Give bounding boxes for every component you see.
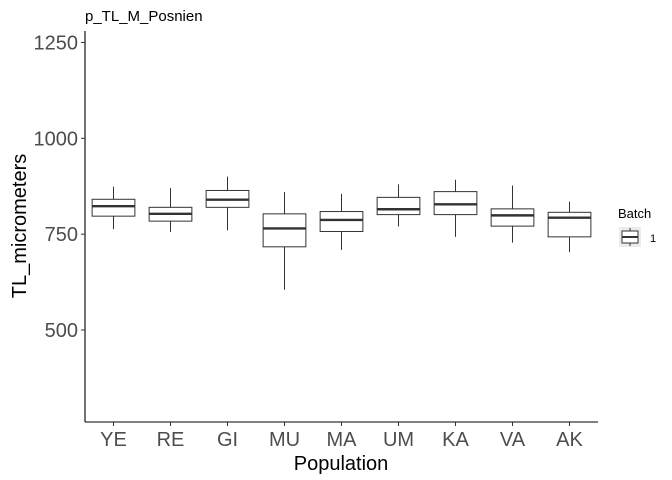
- box-ye: [91, 186, 136, 230]
- box-mu: [262, 192, 307, 290]
- x-tick-label: MU: [269, 429, 300, 451]
- plot-area: [91, 176, 592, 290]
- box-um: [376, 184, 421, 227]
- x-tick-label: RE: [157, 429, 185, 451]
- x-tick-label: UM: [383, 429, 414, 451]
- box-ka: [433, 179, 478, 237]
- box-body: [262, 213, 307, 248]
- y-tick-label: 1000: [34, 128, 79, 150]
- box-body: [91, 198, 136, 217]
- box-va: [490, 185, 535, 243]
- box-body: [319, 211, 364, 232]
- box-body: [490, 208, 535, 227]
- x-tick-label: MA: [327, 429, 358, 451]
- x-tick-label: YE: [100, 429, 127, 451]
- y-tick-label: 1250: [34, 33, 79, 55]
- x-tick-label: VA: [500, 429, 526, 451]
- x-tick-label: KA: [442, 429, 469, 451]
- legend-title: Batch: [618, 206, 651, 221]
- x-tick-label: GI: [217, 429, 238, 451]
- box-gi: [205, 176, 250, 231]
- box-re: [148, 188, 193, 232]
- plot-title: p_TL_M_Posnien: [85, 8, 203, 25]
- y-axis-ticks: 500 750 1000 1250: [34, 33, 85, 342]
- box-ak: [547, 201, 592, 253]
- x-axis-title: Population: [294, 453, 389, 475]
- box-body: [376, 196, 421, 216]
- box-body: [547, 211, 592, 238]
- y-tick-label: 750: [45, 224, 78, 246]
- y-axis-title: TL_micrometers: [9, 154, 31, 298]
- legend: Batch 1: [618, 206, 656, 247]
- box-ma: [319, 193, 364, 250]
- y-tick-label: 500: [45, 320, 78, 342]
- legend-label: 1: [650, 233, 656, 245]
- x-tick-label: AK: [556, 429, 583, 451]
- x-axis-ticks: YE RE GI MU MA UM KA VA AK: [100, 422, 583, 451]
